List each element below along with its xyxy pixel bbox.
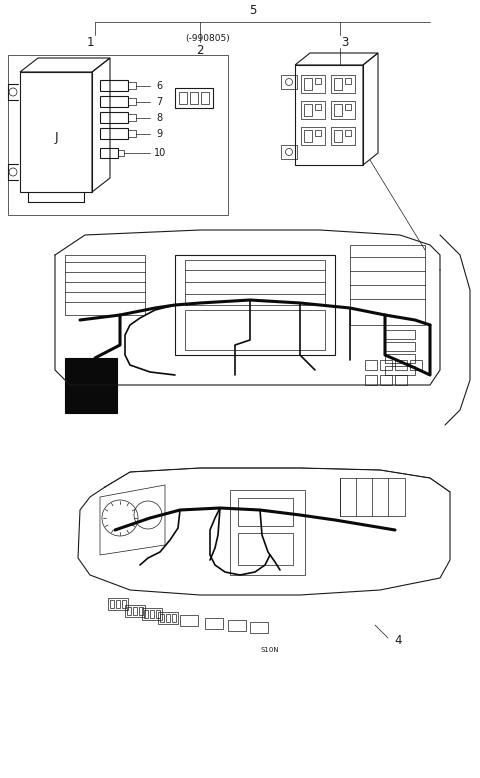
Bar [128, 114, 136, 121]
Bar [8, 55, 228, 215]
Text: 10: 10 [154, 148, 166, 158]
Bar [301, 75, 325, 93]
Bar [160, 614, 164, 622]
Bar [250, 622, 268, 633]
Bar [410, 360, 422, 370]
Bar [345, 130, 351, 136]
Bar [334, 78, 342, 90]
Bar [304, 78, 312, 90]
Bar [185, 260, 325, 305]
Bar [142, 608, 162, 620]
Bar [100, 96, 128, 107]
Bar [365, 360, 377, 370]
Bar [395, 360, 407, 370]
Bar [281, 145, 297, 159]
Bar [238, 498, 293, 526]
Bar [100, 148, 118, 158]
Bar [340, 478, 405, 516]
Bar [172, 614, 176, 622]
Bar [179, 92, 187, 104]
Text: 8: 8 [156, 113, 162, 122]
Bar [365, 375, 377, 385]
Bar [128, 98, 136, 105]
Bar [127, 607, 131, 615]
Bar [128, 130, 136, 137]
Bar [180, 615, 198, 626]
Bar [166, 614, 170, 622]
Bar [116, 600, 120, 608]
Bar [128, 82, 136, 89]
Bar [295, 65, 363, 165]
Bar [385, 342, 415, 351]
Bar [331, 75, 355, 93]
Bar [175, 255, 335, 355]
Text: 1: 1 [86, 36, 94, 48]
Bar [118, 150, 124, 156]
Bar [334, 130, 342, 142]
Bar [150, 610, 154, 618]
Bar [100, 112, 128, 123]
Text: 4: 4 [394, 633, 402, 647]
Text: 6: 6 [156, 80, 162, 90]
Bar [190, 92, 198, 104]
Bar [65, 255, 145, 315]
Bar [125, 605, 145, 617]
Bar [20, 72, 92, 192]
Bar [304, 130, 312, 142]
Text: S10N: S10N [261, 647, 279, 653]
Bar [315, 104, 321, 110]
Bar [301, 101, 325, 119]
Bar [334, 104, 342, 116]
Text: 7: 7 [156, 96, 162, 107]
Bar [230, 490, 305, 575]
Bar [345, 78, 351, 84]
Bar [380, 375, 392, 385]
Bar [108, 598, 128, 610]
Bar [350, 245, 425, 325]
Bar [315, 78, 321, 84]
Bar [110, 600, 114, 608]
Bar [201, 92, 209, 104]
Bar [385, 366, 415, 375]
Bar [228, 620, 246, 631]
Text: 9: 9 [156, 128, 162, 138]
Bar [122, 600, 126, 608]
Bar [205, 618, 223, 629]
Bar [385, 330, 415, 339]
Bar [139, 607, 143, 615]
Bar [331, 127, 355, 145]
Bar [175, 88, 213, 108]
Bar [238, 533, 293, 565]
Bar [158, 612, 178, 624]
Bar [331, 101, 355, 119]
Bar [395, 375, 407, 385]
Text: J: J [54, 131, 58, 143]
Bar [65, 358, 117, 413]
Bar [100, 80, 128, 91]
Text: 5: 5 [249, 3, 257, 16]
Bar [345, 104, 351, 110]
Bar [133, 607, 137, 615]
Bar [380, 360, 392, 370]
Bar [315, 130, 321, 136]
Bar [156, 610, 160, 618]
Bar [144, 610, 148, 618]
Bar [304, 104, 312, 116]
Bar [185, 310, 325, 350]
Bar [281, 75, 297, 89]
Bar [301, 127, 325, 145]
Bar [100, 128, 128, 139]
Bar [385, 354, 415, 363]
Text: 3: 3 [341, 36, 348, 48]
Text: (-990805): (-990805) [185, 33, 230, 43]
Text: 2: 2 [196, 44, 204, 57]
